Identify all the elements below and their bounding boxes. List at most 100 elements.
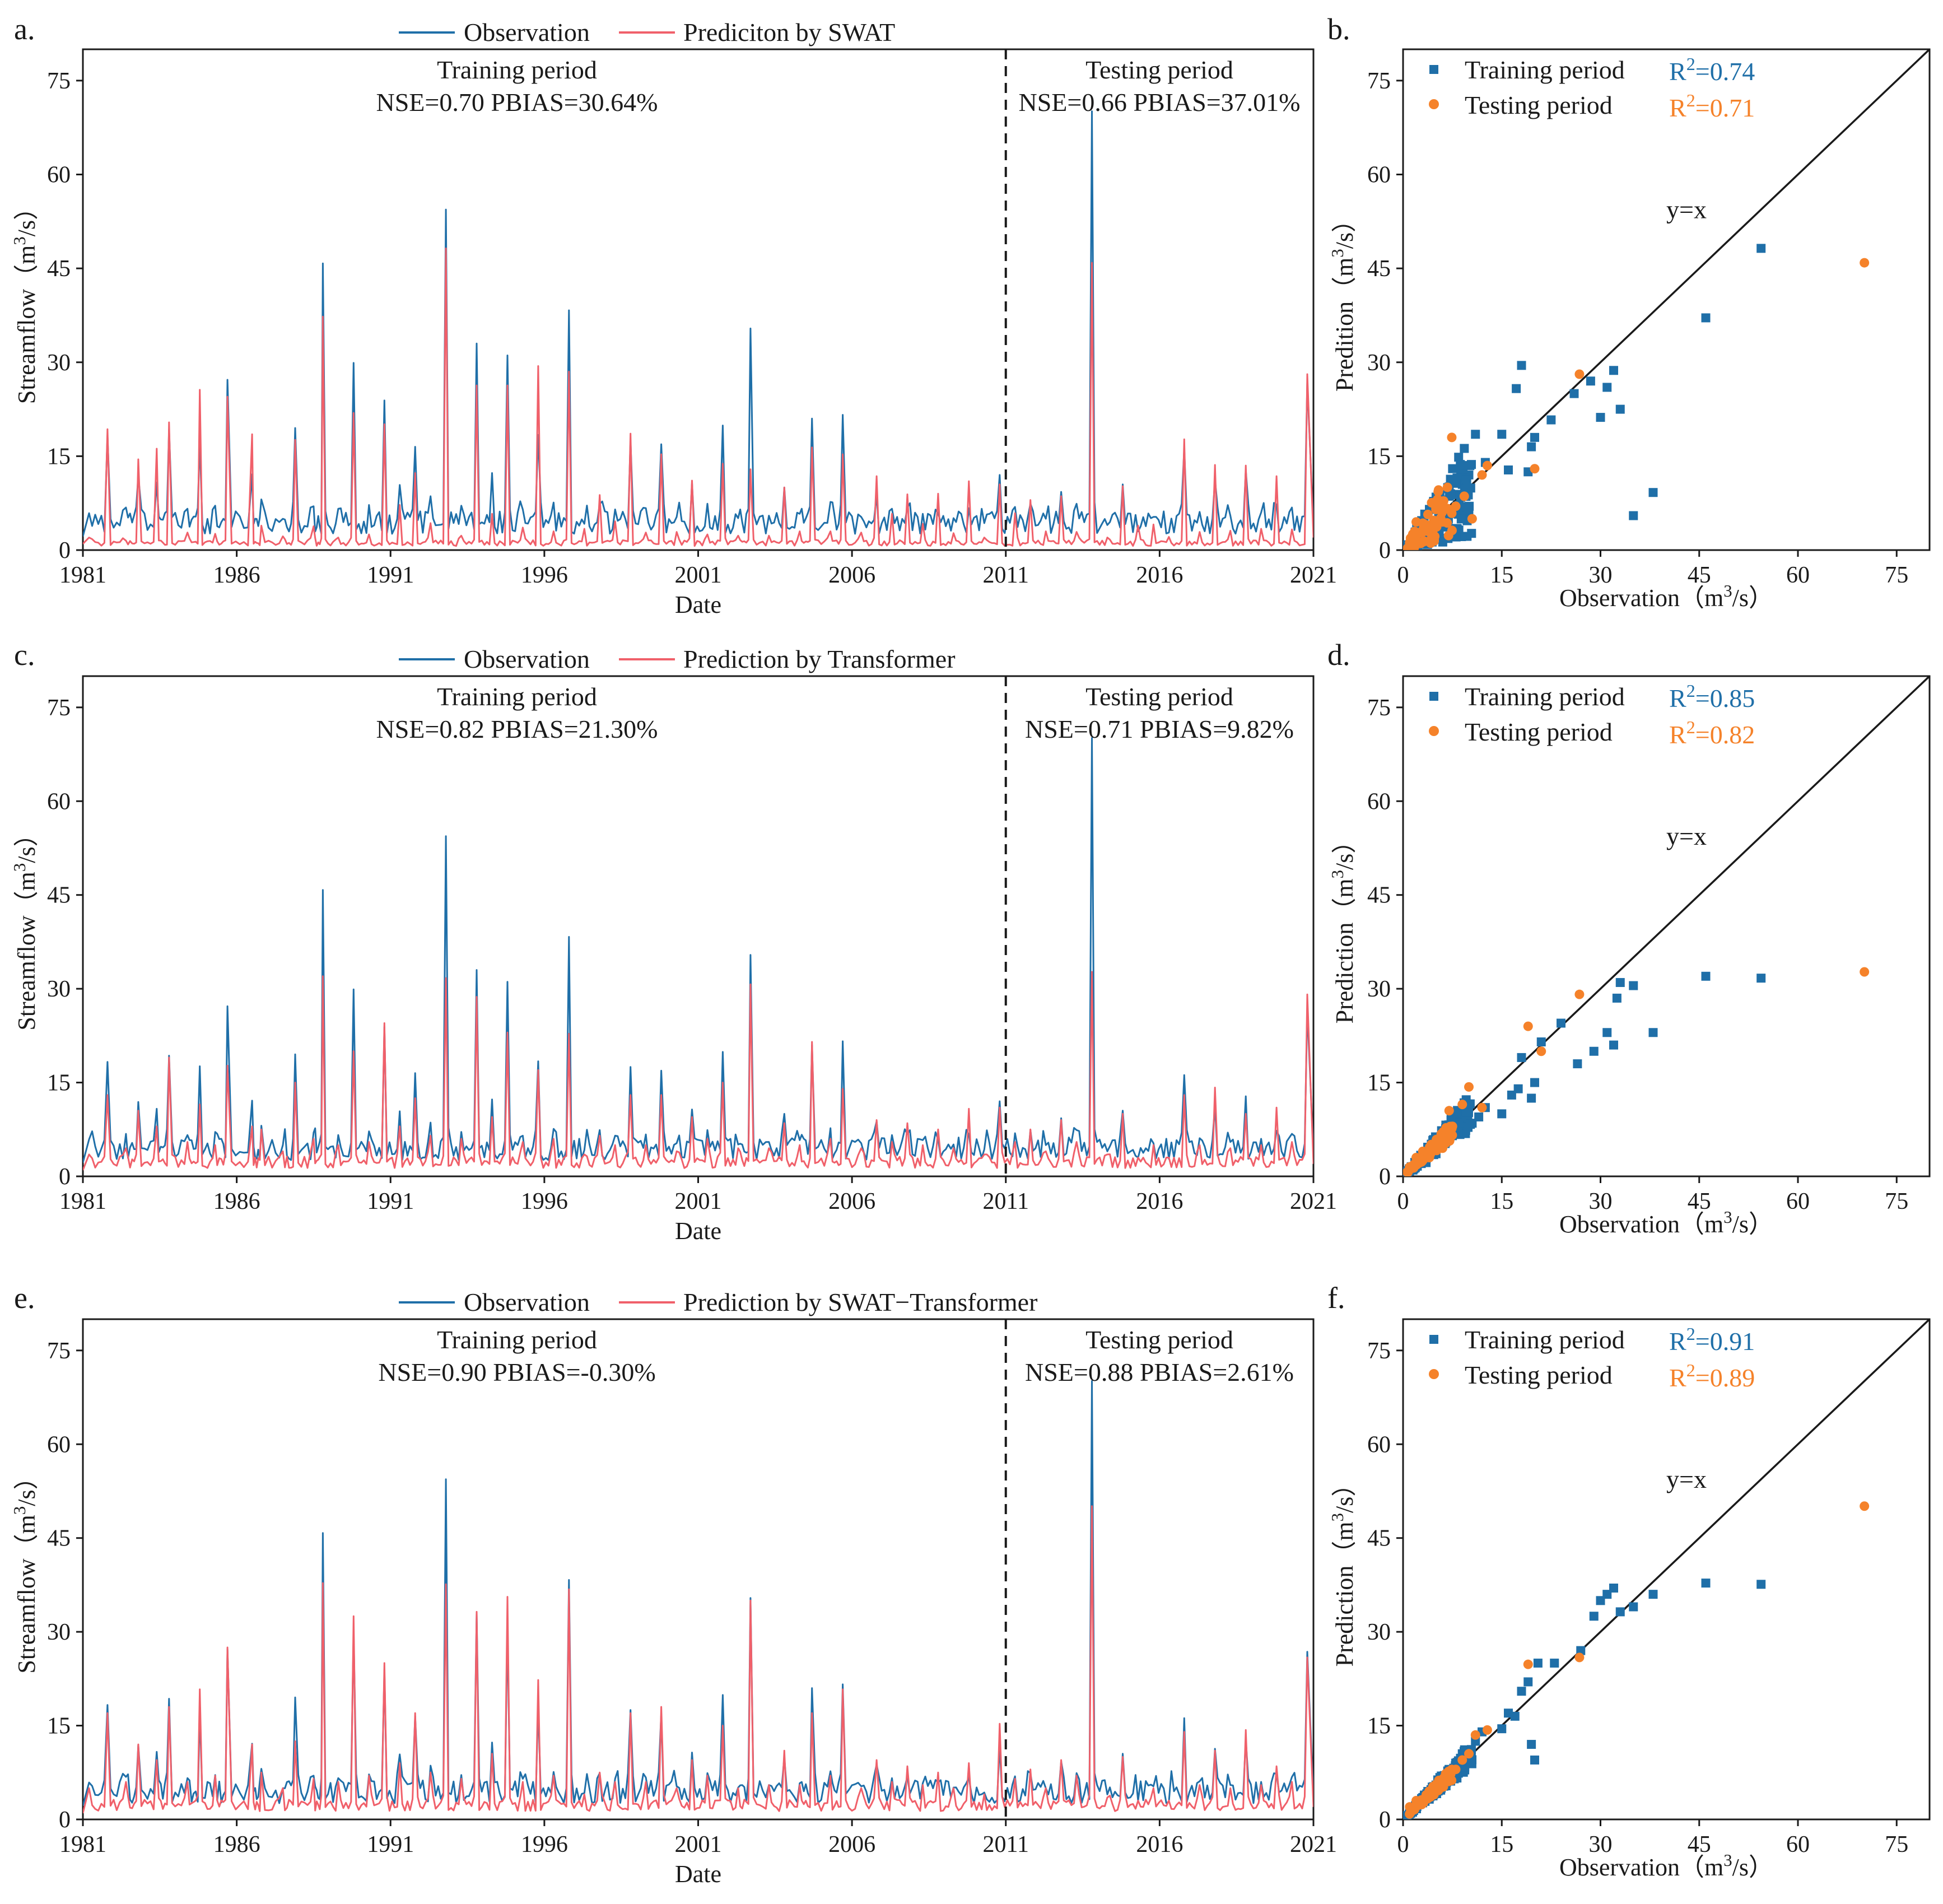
panel-letter: c. — [14, 638, 35, 672]
testing-point — [1445, 1768, 1455, 1779]
x-tick-label: 2021 — [1290, 1832, 1337, 1858]
testing-point — [1425, 1148, 1436, 1158]
y-tick-label: 45 — [1367, 256, 1391, 282]
y-tick-label: 0 — [1379, 1807, 1391, 1833]
scatter-panel: 0 15 30 45 60 75 0 15 30 45 60 75 Observation（m3/s） P… — [1328, 48, 1931, 612]
x-tick-label: 1981 — [59, 1189, 106, 1214]
training-point — [1609, 366, 1618, 375]
legend-training-label: Training period — [1465, 55, 1625, 84]
plot-frame — [82, 675, 1315, 1177]
training-point — [1474, 1112, 1484, 1121]
scatter-points — [1403, 676, 1930, 1176]
training-point — [1569, 389, 1579, 398]
training-metrics: NSE=0.82 PBIAS=21.30% — [376, 715, 658, 743]
testing-metrics: NSE=0.88 PBIAS=2.61% — [1025, 1358, 1294, 1386]
training-point — [1512, 384, 1521, 393]
x-tick-label: 60 — [1786, 1189, 1810, 1214]
scatter-points — [1403, 49, 1930, 550]
y-axis-label: Predition（m3/s） — [1328, 208, 1358, 392]
testing-period-title: Testing period — [1085, 55, 1233, 84]
y-tick-label: 15 — [1367, 1070, 1391, 1096]
x-tick-label: 30 — [1589, 1189, 1613, 1214]
series-lines — [83, 110, 1313, 547]
yx-label: y=x — [1666, 1465, 1707, 1493]
training-point — [1497, 1109, 1507, 1119]
y-tick-label: 60 — [47, 162, 71, 188]
x-axis-label: Date — [675, 1217, 721, 1245]
testing-point — [1530, 464, 1540, 474]
x-tick-label: 45 — [1688, 1189, 1711, 1214]
testing-point — [1442, 482, 1452, 492]
training-point — [1536, 1037, 1546, 1047]
training-point — [1460, 444, 1469, 453]
scatter-points — [1403, 1319, 1930, 1819]
y-tick-label: 15 — [47, 1714, 71, 1739]
testing-point — [1409, 543, 1419, 550]
training-point — [1533, 1658, 1543, 1668]
x-tick-label: 75 — [1885, 1832, 1908, 1858]
training-point — [1517, 361, 1526, 370]
training-point — [1602, 383, 1612, 392]
legend-observation-label: Observation — [464, 1288, 590, 1316]
testing-point — [1409, 1802, 1419, 1812]
x-tick-label: 2011 — [983, 562, 1029, 588]
x-tick-label: 2006 — [828, 1189, 875, 1214]
panel-letter: a. — [14, 12, 35, 46]
x-tick-label: 2016 — [1136, 1189, 1183, 1214]
training-metrics: NSE=0.90 PBIAS=-0.30% — [378, 1358, 655, 1386]
x-tick-label: 1981 — [59, 1832, 106, 1858]
y-tick-label: 60 — [47, 789, 71, 814]
panel-letter: f. — [1327, 1281, 1345, 1315]
legend-testing-marker — [1429, 1369, 1439, 1379]
x-tick-label: 1986 — [213, 562, 260, 588]
legend-observation-label: Observation — [464, 645, 590, 673]
training-point — [1462, 475, 1471, 485]
x-tick-label: 2011 — [983, 1832, 1029, 1858]
training-point — [1527, 1093, 1536, 1103]
training-point — [1530, 1078, 1539, 1087]
training-point — [1701, 1579, 1711, 1588]
y-tick-label: 45 — [47, 883, 71, 909]
training-point — [1629, 1602, 1638, 1612]
training-point — [1510, 1711, 1520, 1721]
training-point — [1629, 981, 1638, 990]
testing-point — [1441, 1123, 1451, 1133]
x-tick-label: 1991 — [367, 562, 414, 588]
y-tick-label: 0 — [1379, 538, 1391, 564]
training-point — [1573, 1059, 1582, 1069]
training-point — [1615, 977, 1625, 987]
training-point — [1466, 1120, 1475, 1129]
training-period-title: Training period — [437, 682, 597, 711]
y-tick-label: 75 — [47, 1338, 71, 1364]
y-tick-label: 60 — [47, 1432, 71, 1458]
testing-point — [1442, 518, 1452, 528]
testing-metrics: NSE=0.71 PBIAS=9.82% — [1025, 715, 1294, 743]
testing-point — [1457, 1755, 1467, 1765]
testing-point — [1432, 516, 1442, 527]
y-tick-label: 0 — [59, 538, 71, 564]
training-point — [1446, 490, 1456, 500]
x-tick-label: 0 — [1397, 1832, 1409, 1858]
y-tick-label: 75 — [1367, 695, 1391, 721]
x-tick-label: 1996 — [521, 1832, 568, 1858]
legend-prediction-label: Prediction by Transformer — [683, 645, 956, 673]
observation-line — [83, 110, 1313, 537]
testing-point — [1447, 508, 1457, 518]
testing-point — [1457, 1100, 1467, 1110]
y-tick-label: 30 — [1367, 976, 1391, 1002]
x-tick-label: 15 — [1490, 1832, 1513, 1858]
testing-point — [1536, 1046, 1546, 1056]
y-tick-label: 60 — [1367, 1432, 1391, 1458]
legend-prediction-label: Prediciton by SWAT — [683, 18, 895, 46]
plot-frame — [1402, 1318, 1931, 1821]
x-tick-label: 1981 — [59, 562, 106, 588]
x-tick-label: 2016 — [1136, 1832, 1183, 1858]
testing-point — [1574, 989, 1585, 999]
x-tick-label: 2016 — [1136, 562, 1183, 588]
y-tick-label: 15 — [47, 1070, 71, 1096]
testing-point — [1574, 369, 1585, 379]
x-tick-label: 0 — [1397, 562, 1409, 588]
training-point — [1438, 537, 1447, 547]
x-tick-label: 2021 — [1290, 562, 1337, 588]
training-point — [1467, 460, 1476, 469]
